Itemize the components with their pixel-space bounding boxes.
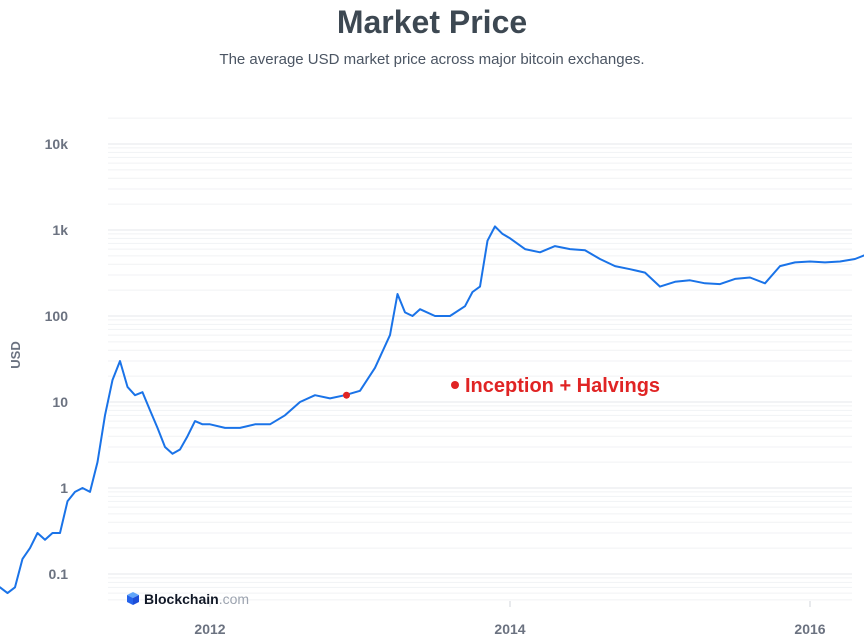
chart-title: Market Price <box>336 4 528 40</box>
legend-label: Inception + Halvings <box>465 375 660 397</box>
legend: Inception + Halvings <box>451 375 660 397</box>
blockchain-logo: Blockchain.com <box>127 591 249 607</box>
y-axis-label: USD <box>8 341 23 368</box>
brand-suffix: .com <box>219 591 249 607</box>
y-axis-ticks: 0.1 1 10 100 1k 10k <box>45 136 69 582</box>
blockchain-cube-icon <box>127 592 139 605</box>
x-axis-ticks: 20122014201620182020 <box>194 601 826 637</box>
y-tick-label: 100 <box>45 308 69 324</box>
chart-gridlines <box>108 117 852 601</box>
halving-marker <box>343 391 350 399</box>
halving-markers <box>343 391 350 399</box>
legend-marker-icon <box>451 381 459 389</box>
y-tick-label: 10 <box>52 394 68 410</box>
chart-subtitle: The average USD market price across majo… <box>219 51 645 68</box>
price-line <box>0 225 864 595</box>
x-tick-label: 2014 <box>494 621 525 637</box>
x-tick-label: 2012 <box>194 621 225 637</box>
y-tick-label: 0.1 <box>49 566 69 582</box>
y-tick-label: 10k <box>45 136 69 152</box>
brand-name: Blockchain <box>144 591 219 607</box>
x-tick-label: 2016 <box>794 621 825 637</box>
y-tick-label: 1 <box>60 480 68 496</box>
y-tick-label: 1k <box>52 222 68 238</box>
svg-text:Blockchain.com: Blockchain.com <box>144 591 249 607</box>
